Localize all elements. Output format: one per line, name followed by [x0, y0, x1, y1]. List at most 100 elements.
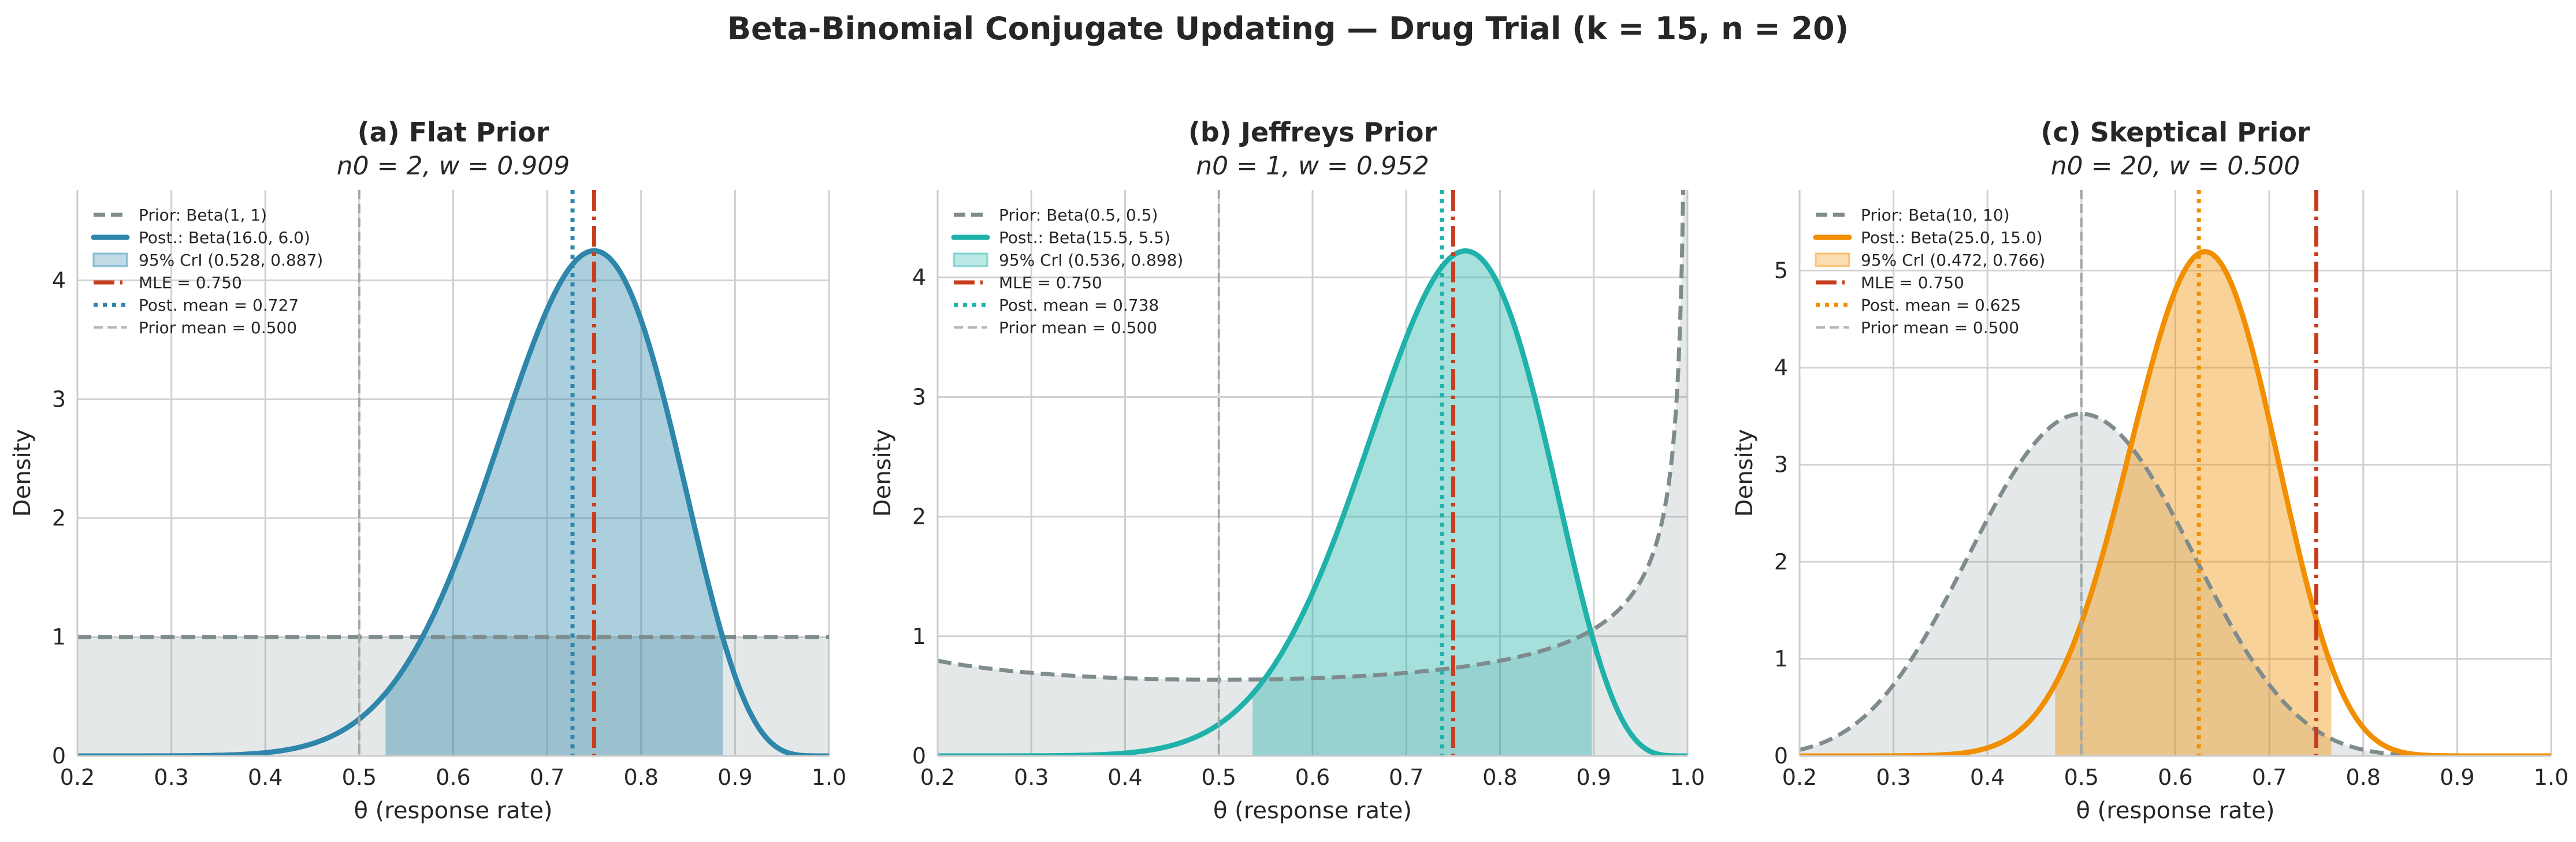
x-axis-label: θ (response rate)	[2076, 798, 2274, 824]
legend-cri: 95% CrI (0.536, 0.898)	[953, 251, 1183, 270]
legend-prior-mean: Prior mean = 0.500	[94, 318, 297, 337]
x-tick-label: 0.4	[248, 765, 282, 790]
x-tick-label: 0.8	[2346, 765, 2381, 790]
y-axis-label: Density	[1731, 429, 1758, 517]
x-tick-label: 0.7	[530, 765, 564, 790]
x-tick-label: 0.7	[2252, 765, 2287, 790]
legend-swatch	[953, 252, 988, 267]
legend-label: Prior: Beta(0.5, 0.5)	[999, 206, 1158, 225]
panel-subtitle: n0 = 2, w = 0.909	[337, 151, 570, 181]
legend-label: Post.: Beta(25.0, 15.0)	[1861, 228, 2043, 247]
prior-fill	[1800, 413, 2551, 756]
x-tick-label: 0.9	[2440, 765, 2474, 790]
x-tick-label: 0.5	[1202, 765, 1236, 790]
credible-interval-fill	[1252, 251, 1592, 756]
legend-prior-mean: Prior mean = 0.500	[954, 318, 1157, 337]
y-tick-label: 5	[1774, 258, 1788, 284]
panel-title: (a) Flat Prior	[358, 117, 549, 148]
legend-label: Post.: Beta(15.5, 5.5)	[999, 228, 1170, 247]
legend-label: 95% CrI (0.472, 0.766)	[1861, 251, 2045, 270]
legend-label: Post.: Beta(16.0, 6.0)	[139, 228, 310, 247]
y-tick-label: 2	[912, 504, 926, 530]
x-tick-label: 0.4	[1970, 765, 2005, 790]
x-tick-label: 0.2	[920, 765, 955, 790]
y-tick-label: 1	[1774, 646, 1788, 672]
y-tick-label: 1	[52, 624, 66, 650]
legend-posterior: Post.: Beta(15.5, 5.5)	[951, 228, 1170, 247]
figure-title: Beta-Binomial Conjugate Updating — Drug …	[727, 10, 1849, 47]
legend-label: Prior mean = 0.500	[139, 318, 297, 337]
legend-label: MLE = 0.750	[999, 273, 1102, 292]
prior-curve	[1800, 412, 2551, 756]
x-tick-label: 0.8	[624, 765, 659, 790]
x-tick-label: 1.0	[1670, 765, 1705, 790]
plot-area	[1800, 190, 2551, 756]
legend-label: Post. mean = 0.738	[999, 296, 1159, 315]
prior-curve	[938, 190, 1686, 682]
legend-label: 95% CrI (0.528, 0.887)	[139, 251, 323, 270]
legend-label: Prior: Beta(1, 1)	[139, 206, 267, 225]
legend-cri: 95% CrI (0.472, 0.766)	[1815, 251, 2045, 270]
legend-mle: MLE = 0.750	[1816, 273, 1964, 292]
x-tick-label: 1.0	[2534, 765, 2568, 790]
y-axis-label: Density	[9, 429, 36, 517]
y-tick-label: 0	[52, 743, 66, 769]
x-axis-label: θ (response rate)	[354, 798, 552, 824]
credible-interval-fill	[385, 251, 723, 756]
x-tick-label: 0.4	[1107, 765, 1142, 790]
x-tick-label: 0.3	[154, 765, 188, 790]
x-tick-label: 0.2	[60, 765, 95, 790]
y-tick-label: 4	[52, 267, 66, 293]
legend-swatch	[92, 252, 128, 267]
legend-label: Post. mean = 0.625	[1861, 296, 2021, 315]
panel-title: (c) Skeptical Prior	[2040, 117, 2310, 148]
x-tick-label: 0.5	[2064, 765, 2099, 790]
y-tick-label: 2	[52, 505, 66, 531]
legend-prior: Prior: Beta(0.5, 0.5)	[954, 206, 1158, 225]
legend-label: Prior: Beta(10, 10)	[1861, 206, 2010, 225]
legend-posterior: Post.: Beta(16.0, 6.0)	[91, 228, 310, 247]
x-axis-label: θ (response rate)	[1213, 798, 1412, 824]
x-tick-label: 0.6	[2158, 765, 2192, 790]
x-tick-label: 0.9	[718, 765, 752, 790]
legend: Prior: Beta(10, 10) Post.: Beta(25.0, 15.…	[1813, 206, 2045, 337]
credible-interval-fill	[2055, 251, 2332, 756]
legend-label: 95% CrI (0.536, 0.898)	[999, 251, 1183, 270]
y-tick-label: 3	[912, 384, 926, 409]
x-tick-label: 0.6	[436, 765, 470, 790]
y-tick-label: 4	[912, 264, 926, 290]
legend-label: Prior mean = 0.500	[1861, 318, 2019, 337]
x-tick-label: 0.2	[1782, 765, 1817, 790]
legend-prior: Prior: Beta(10, 10)	[1816, 206, 2010, 225]
y-tick-label: 4	[1774, 355, 1788, 381]
x-tick-label: 0.7	[1389, 765, 1423, 790]
legend-posterior: Post.: Beta(25.0, 15.0)	[1813, 228, 2043, 247]
plot-area	[77, 190, 829, 756]
x-tick-label: 0.6	[1295, 765, 1330, 790]
x-tick-label: 0.8	[1482, 765, 1517, 790]
legend-swatch	[1815, 252, 1850, 267]
legend-mle: MLE = 0.750	[954, 273, 1102, 292]
legend: Prior: Beta(0.5, 0.5) Post.: Beta(15.5, 5…	[951, 206, 1183, 337]
legend-cri: 95% CrI (0.528, 0.887)	[92, 251, 323, 270]
x-tick-label: 1.0	[812, 765, 846, 790]
y-tick-label: 2	[1774, 549, 1788, 575]
legend-prior-mean: Prior mean = 0.500	[1816, 318, 2019, 337]
y-tick-label: 0	[1774, 743, 1788, 769]
y-tick-label: 0	[912, 743, 926, 769]
panel-subtitle: n0 = 20, w = 0.500	[2051, 151, 2300, 181]
legend-prior: Prior: Beta(1, 1)	[94, 206, 267, 225]
y-axis-label: Density	[869, 429, 896, 517]
panel-b: 0.2 0.3 0.4 0.5 0.6 0.7 0.8 0.9 1.0 0 1 2 3 4 (b) Jeff…	[869, 117, 1705, 824]
legend-post-mean: Post. mean = 0.625	[1816, 296, 2021, 315]
legend-post-mean: Post. mean = 0.727	[94, 296, 299, 315]
x-tick-label: 0.5	[342, 765, 377, 790]
x-tick-label: 0.9	[1577, 765, 1611, 790]
legend-label: MLE = 0.750	[1861, 273, 1964, 292]
y-tick-label: 3	[52, 386, 66, 412]
legend-post-mean: Post. mean = 0.738	[954, 296, 1159, 315]
panel-subtitle: n0 = 1, w = 0.952	[1196, 151, 1429, 181]
legend: Prior: Beta(1, 1) Post.: Beta(16.0, 6.0) 9…	[91, 206, 323, 337]
legend-label: Post. mean = 0.727	[139, 296, 299, 315]
